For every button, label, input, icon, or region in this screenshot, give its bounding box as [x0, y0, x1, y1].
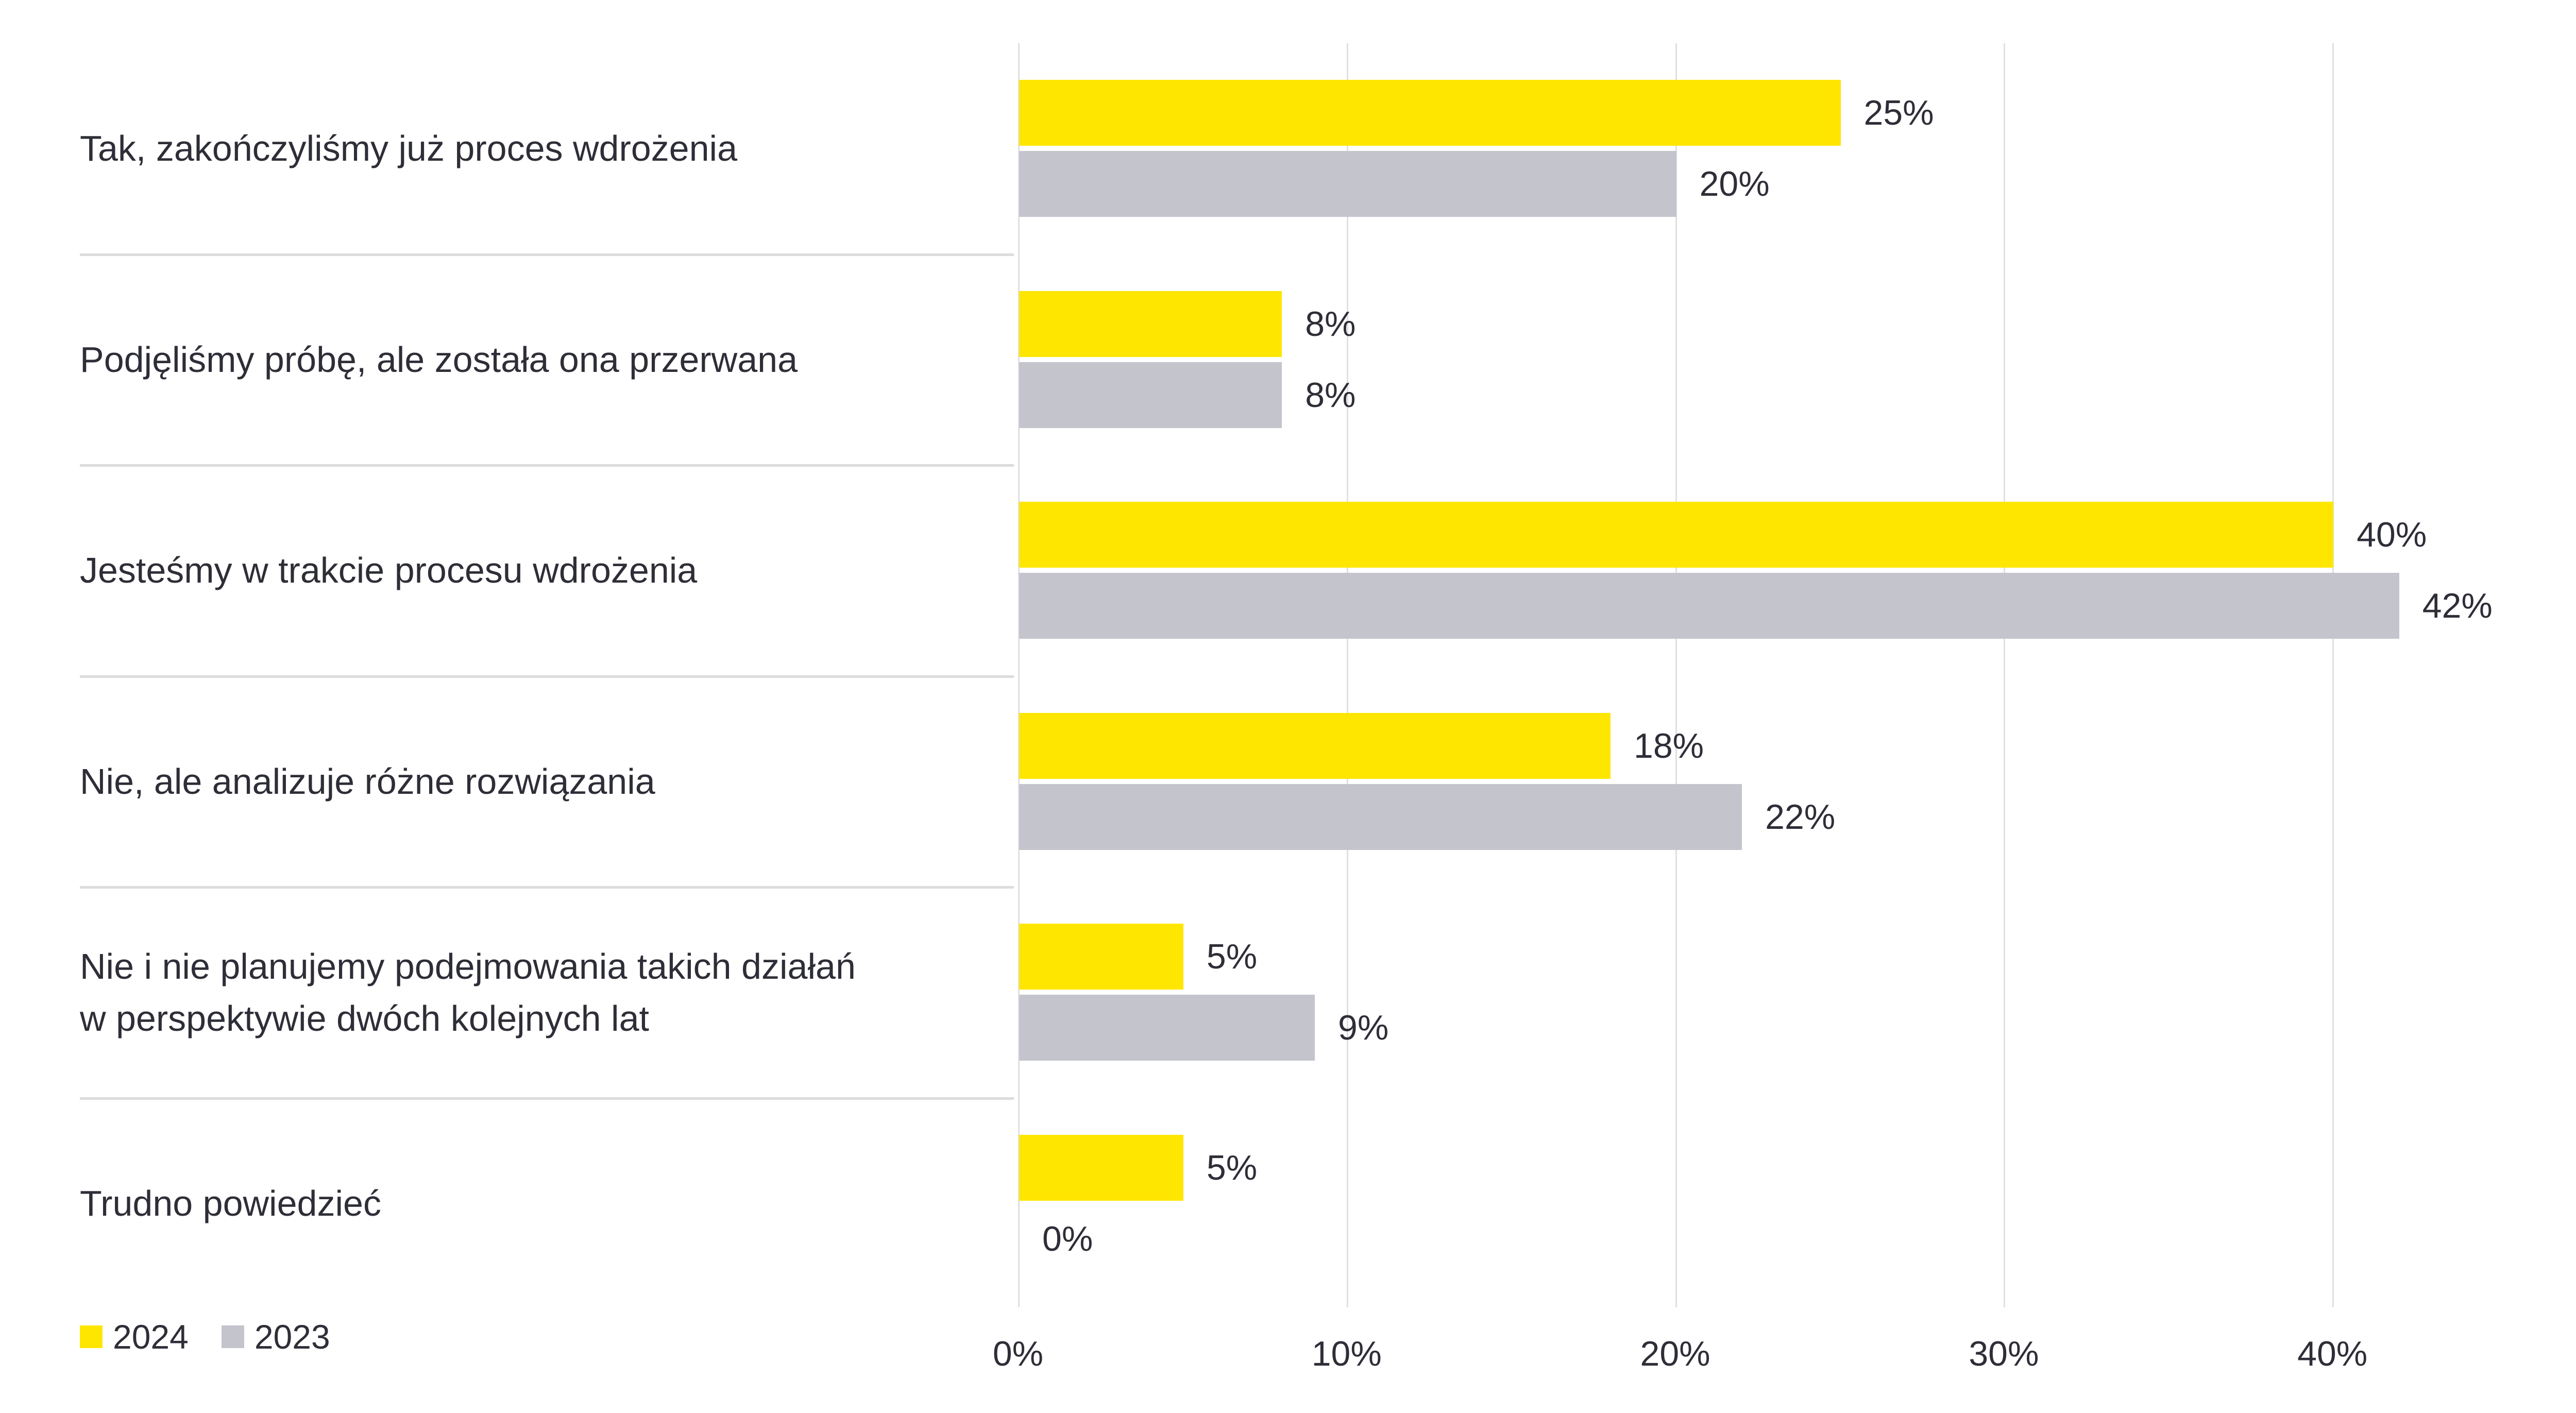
- legend-label: 2023: [254, 1318, 330, 1356]
- bar-2024[interactable]: [1019, 502, 2334, 568]
- bar-2024[interactable]: [1019, 1135, 1183, 1201]
- row-divider: [80, 886, 1014, 889]
- legend-item-2024[interactable]: 2024: [80, 1317, 189, 1356]
- x-tick-label: 0%: [992, 1334, 1044, 1373]
- x-tick-label: 10%: [1311, 1334, 1382, 1373]
- bar-value-label: 22%: [1765, 797, 1836, 837]
- bar-value-label: 20%: [1699, 164, 1770, 203]
- bar-value-label: 18%: [1634, 726, 1704, 765]
- gridline: [1675, 43, 1677, 1307]
- legend-label: 2024: [113, 1318, 189, 1356]
- row-divider: [80, 675, 1014, 678]
- bar-2024[interactable]: [1019, 924, 1183, 990]
- bar-2023[interactable]: [1019, 573, 2399, 639]
- category-label: Podjęliśmy próbę, ale została ona przerw…: [80, 339, 798, 380]
- row-divider: [80, 253, 1014, 256]
- bar-value-label: 0%: [1042, 1219, 1093, 1258]
- x-tick-label: 30%: [1969, 1334, 2039, 1373]
- bar-value-label: 5%: [1206, 937, 1258, 977]
- bar-2024[interactable]: [1019, 80, 1841, 146]
- legend-swatch-2024: [80, 1325, 103, 1348]
- x-tick-label: 40%: [2297, 1334, 2368, 1373]
- gridline: [1346, 43, 1348, 1307]
- bar-value-label: 9%: [1338, 1008, 1389, 1048]
- bar-value-label: 40%: [2357, 515, 2427, 555]
- bar-2023[interactable]: [1019, 151, 1676, 217]
- bar-value-label: 8%: [1305, 375, 1356, 415]
- bar-2023[interactable]: [1019, 362, 1282, 428]
- bar-value-label: 8%: [1305, 304, 1356, 344]
- bar-2024[interactable]: [1019, 712, 1611, 779]
- gridline: [2332, 43, 2334, 1307]
- category-label: Jesteśmy w trakcie procesu wdrożenia: [80, 550, 698, 591]
- row-divider: [80, 464, 1014, 467]
- gridline: [2004, 43, 2006, 1307]
- bar-value-label: 42%: [2422, 586, 2493, 626]
- category-label: Nie, ale analizuje różne rozwiązania: [80, 761, 655, 802]
- x-tick-label: 20%: [1640, 1334, 1710, 1373]
- legend-swatch-2023: [221, 1325, 244, 1348]
- legend-item-2023[interactable]: 2023: [221, 1317, 330, 1356]
- category-label: Trudno powiedzieć: [80, 1183, 381, 1224]
- bar-value-label: 5%: [1206, 1148, 1258, 1187]
- bar-2023[interactable]: [1019, 784, 1742, 850]
- category-label: Nie i nie planujemy podejmowania takich …: [80, 946, 856, 1039]
- gridline: [1018, 43, 1020, 1307]
- bar-value-label: 25%: [1863, 93, 1934, 132]
- row-divider: [80, 1097, 1014, 1100]
- bar-2024[interactable]: [1019, 291, 1282, 357]
- category-label: Tak, zakończyliśmy już proces wdrożenia: [80, 128, 738, 169]
- bar-2023[interactable]: [1019, 995, 1315, 1061]
- legend: 2024 2023: [80, 1317, 330, 1356]
